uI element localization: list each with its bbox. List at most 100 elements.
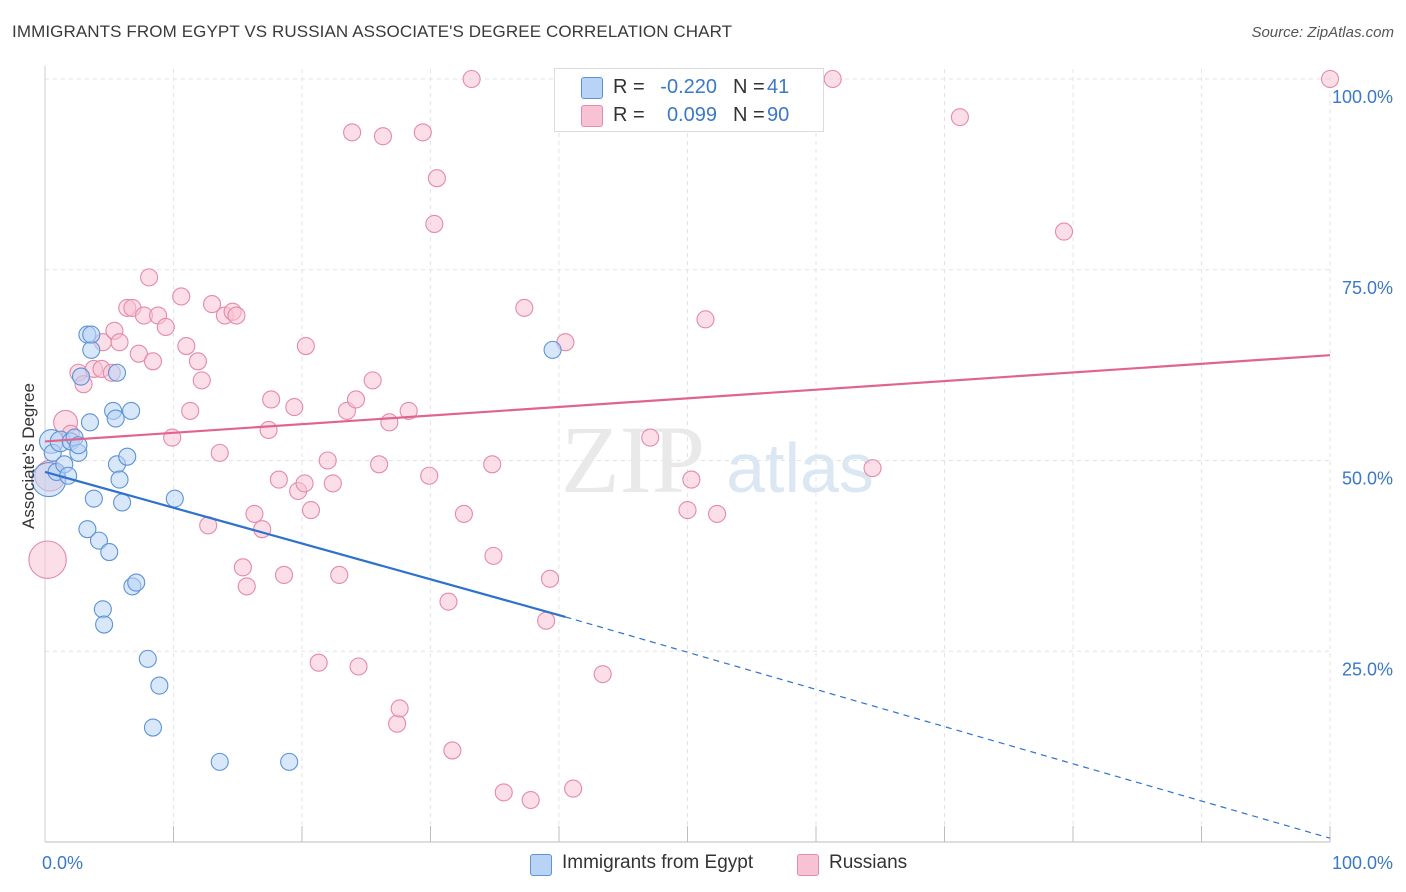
russia-point-65: [443, 741, 462, 760]
russia-point-55: [373, 127, 393, 146]
watermark-zip: ZIP: [561, 406, 705, 513]
russia-point-47: [323, 474, 342, 493]
egypt-point-36: [210, 752, 229, 771]
russia-point-62: [427, 169, 446, 188]
russia-point-50: [343, 123, 362, 142]
legend-row-egypt: R = -0.220 N = 41: [555, 73, 823, 101]
russia-trend-line: [44, 354, 1331, 443]
y-tick-label-1: 50.0%: [1342, 469, 1393, 489]
russia-point-40: [285, 398, 304, 417]
egypt-point-20: [95, 615, 114, 634]
egypt-point-32: [138, 649, 157, 668]
russia-point-11: [110, 333, 129, 352]
x-tick-label-0: 0.0%: [42, 853, 83, 873]
russia-n-value: 90: [767, 104, 790, 126]
russia-r-label: R =: [613, 104, 645, 126]
egypt-point-31: [127, 573, 146, 592]
egypt-trend-line: [44, 470, 566, 618]
egypt-point-15: [82, 340, 101, 359]
egypt-point-26: [110, 470, 129, 489]
russia-point-37: [262, 390, 281, 409]
egypt-point-21: [100, 543, 119, 562]
russia-point-70: [494, 783, 513, 802]
russia-point-80: [682, 470, 701, 489]
russia-point-17: [143, 352, 162, 371]
bottom-russia-swatch: [797, 854, 819, 876]
egypt-point-27: [113, 493, 132, 512]
egypt-point-19: [93, 600, 112, 619]
stats-legend: R = -0.220 N = 41 R = 0.099 N = 90: [554, 68, 824, 132]
russia-point-31: [227, 306, 246, 325]
russia-point-0: [28, 540, 67, 579]
russia-point-57: [388, 714, 407, 733]
russia-point-58: [390, 699, 409, 718]
russia-point-25: [192, 371, 211, 390]
russia-point-60: [413, 123, 432, 142]
russia-point-32: [233, 558, 252, 577]
russia-point-84: [823, 69, 842, 89]
chart-title: IMMIGRANTS FROM EGYPT VS RUSSIAN ASSOCIA…: [12, 22, 733, 41]
russia-point-79: [678, 501, 697, 520]
russia-point-21: [172, 287, 191, 306]
russia-point-54: [370, 455, 389, 474]
y-axis-label: Associate's Degree: [19, 383, 38, 529]
russia-series: [28, 69, 1340, 810]
egypt-point-28: [118, 447, 137, 466]
russia-point-42: [295, 474, 314, 493]
source-label: Source: ZipAtlas.com: [1251, 24, 1394, 41]
russia-point-82: [708, 504, 727, 523]
russia-point-74: [540, 569, 560, 588]
egypt-r-label: R =: [613, 76, 645, 98]
egypt-point-16: [82, 325, 101, 344]
russia-point-43: [296, 336, 315, 356]
russia-point-72: [521, 790, 540, 810]
russia-point-59: [399, 401, 418, 420]
egypt-point-18: [89, 531, 109, 550]
russia-point-63: [425, 214, 444, 234]
trend-lines: [44, 354, 1331, 839]
egypt-point-23: [106, 409, 125, 428]
russia-point-68: [483, 455, 502, 474]
egypt-point-37: [280, 752, 299, 771]
russia-point-48: [330, 565, 349, 585]
russia-point-87: [1054, 222, 1074, 241]
egypt-point-12: [78, 520, 97, 539]
russia-point-16: [140, 268, 159, 287]
russia-point-24: [188, 352, 207, 371]
russia-point-44: [301, 501, 321, 520]
russia-point-39: [274, 565, 294, 585]
watermark-atlas: atlas: [726, 429, 874, 507]
russia-point-45: [309, 653, 328, 672]
russia-point-28: [210, 443, 229, 462]
bottom-egypt-swatch: [530, 854, 552, 876]
egypt-point-38: [543, 340, 562, 359]
russia-point-34: [245, 504, 264, 523]
russia-point-61: [420, 466, 439, 485]
russia-point-85: [863, 459, 882, 478]
russia-point-23: [181, 401, 200, 420]
egypt-trend-extension: [565, 616, 1331, 839]
egypt-swatch: [581, 77, 603, 99]
egypt-n-label: N =: [733, 76, 765, 98]
russia-point-73: [537, 611, 556, 630]
egypt-point-34: [150, 676, 169, 695]
russia-point-36: [259, 420, 278, 440]
russia-swatch: [581, 105, 603, 127]
egypt-point-24: [107, 363, 127, 382]
egypt-point-35: [165, 489, 184, 508]
russia-point-77: [593, 665, 612, 684]
russia-point-19: [156, 317, 175, 337]
russia-point-78: [641, 428, 660, 447]
russia-point-69: [484, 546, 503, 565]
russia-point-71: [515, 298, 534, 317]
y-tick-label-2: 75.0%: [1342, 278, 1393, 298]
egypt-point-29: [122, 401, 141, 420]
russia-point-88: [1320, 69, 1340, 89]
axis-layer: 0.0% 100.0% 25.0% 50.0% 75.0% 100.0%: [42, 66, 1393, 873]
russia-point-46: [318, 451, 337, 470]
russia-point-14: [129, 344, 148, 363]
russia-point-33: [237, 577, 256, 596]
russia-point-53: [363, 371, 382, 390]
russia-n-label: N =: [733, 104, 765, 126]
egypt-point-10: [69, 436, 88, 455]
